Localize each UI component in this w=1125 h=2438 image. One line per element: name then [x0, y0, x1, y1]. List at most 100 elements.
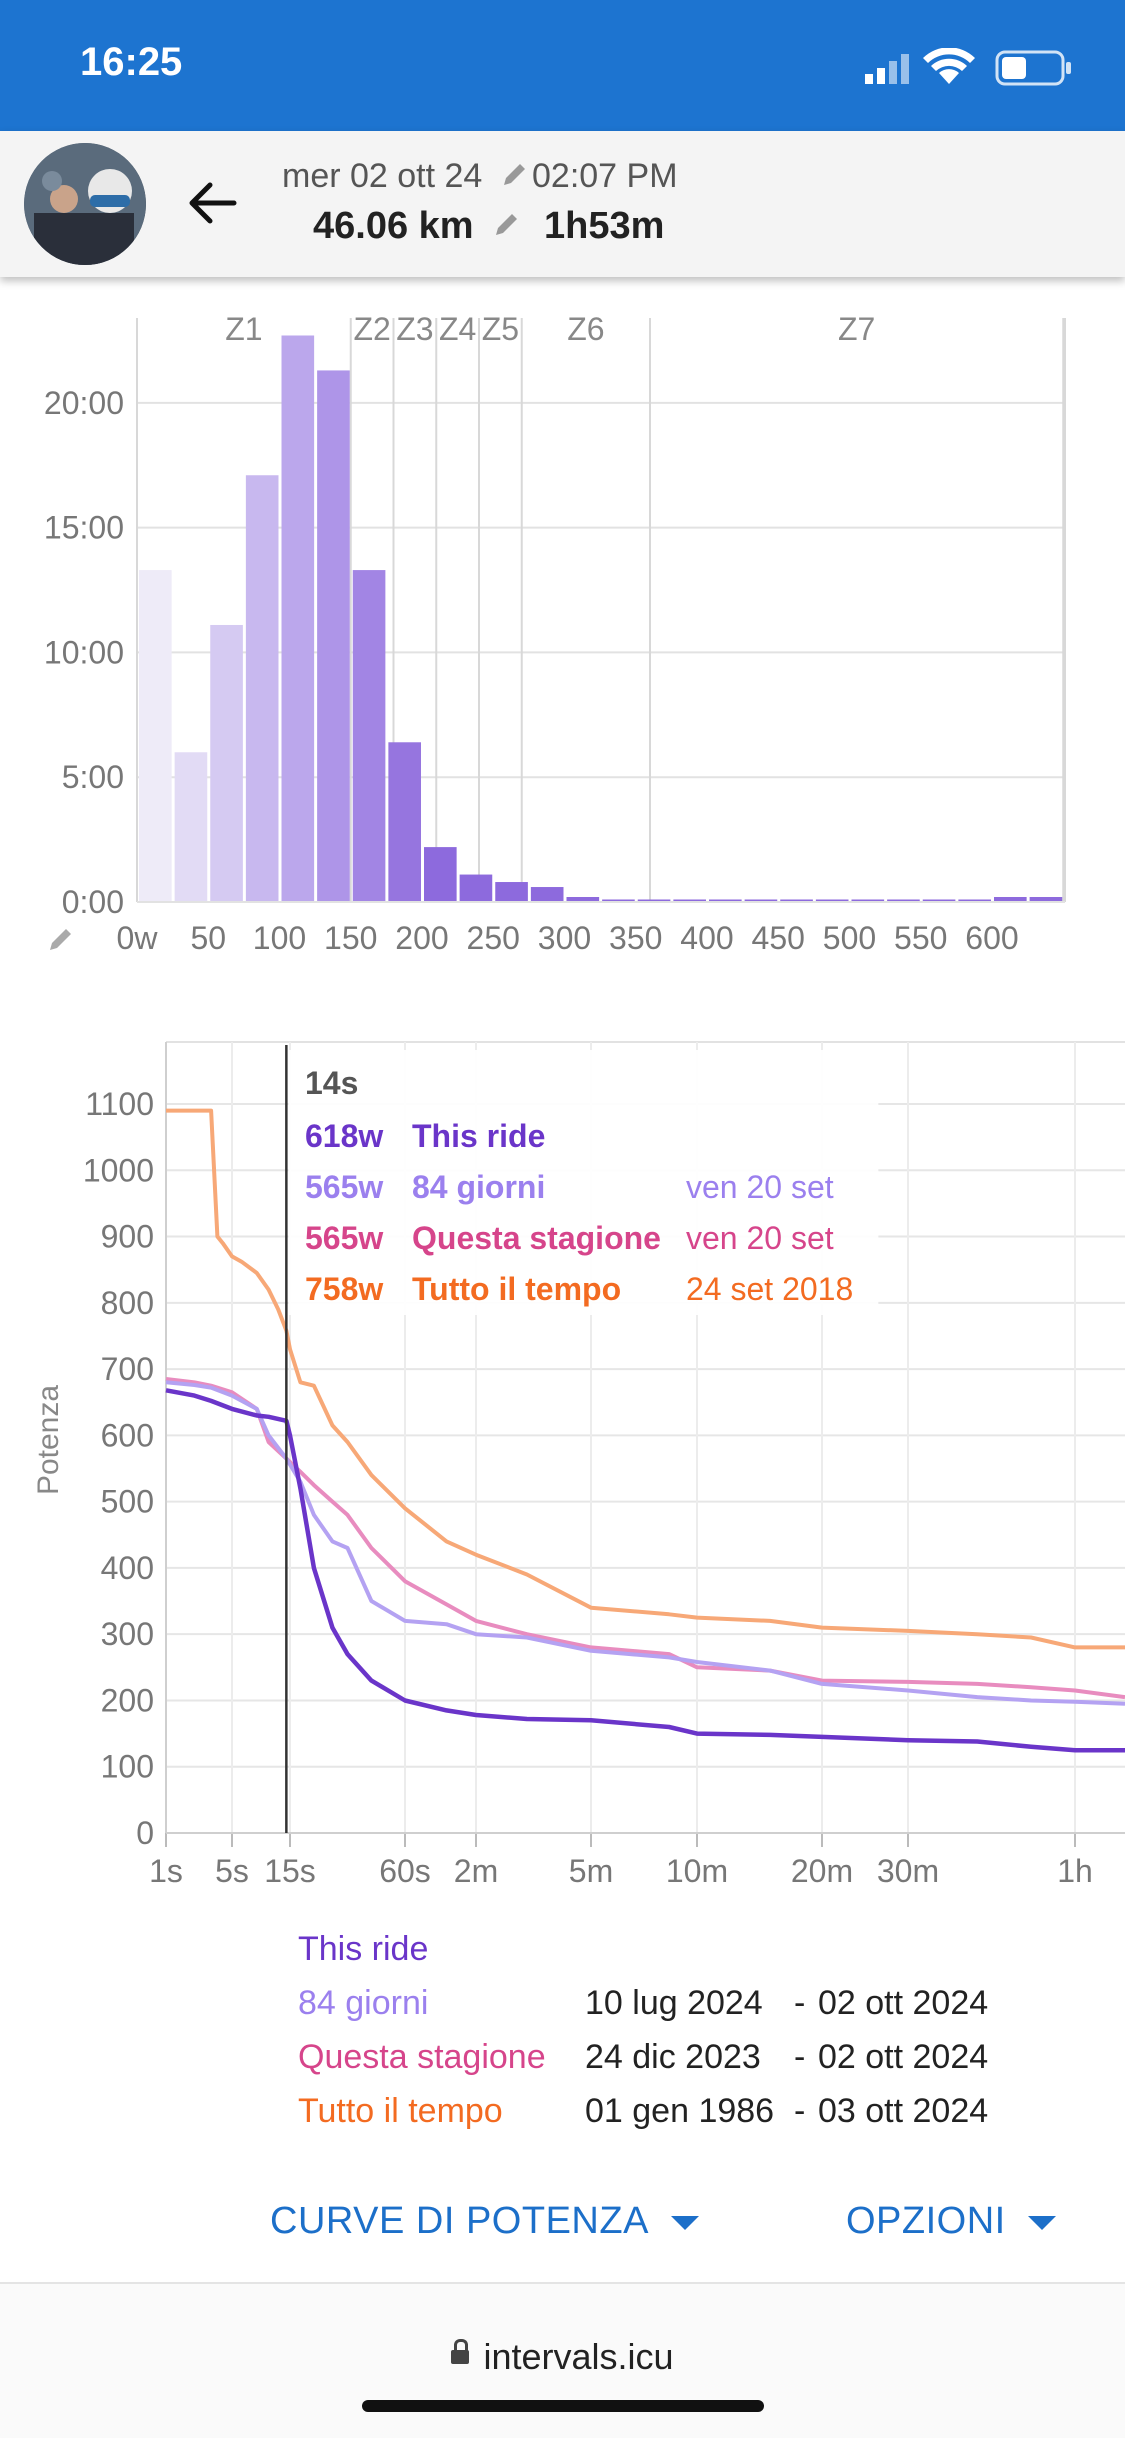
ride-duration[interactable]: 1h53m	[544, 205, 665, 247]
zone-label: Z3	[396, 311, 433, 347]
x-tick-label: 5s	[215, 1853, 249, 1889]
legend-row-season[interactable]: Questa stagione 24 dic 2023 - 02 ott 202…	[298, 2038, 1058, 2086]
histogram-bar	[994, 897, 1027, 902]
ride-header: mer 02 ott 24 02:07 PM 46.06 km 1h53m	[0, 131, 1125, 277]
wifi-icon	[923, 48, 975, 84]
histogram-bar	[958, 899, 991, 902]
power-curves-label: CURVE DI POTENZA	[270, 2200, 649, 2242]
pencil-icon[interactable]	[46, 924, 76, 954]
y-tick-label: 0:00	[62, 884, 124, 920]
x-tick-label: 30m	[877, 1853, 939, 1889]
battery-icon	[995, 50, 1071, 86]
legend-date-from: 10 lug 2024	[585, 1984, 763, 2022]
legend-row-this-ride[interactable]: This ride	[298, 1930, 1058, 1978]
histogram-bar	[851, 899, 885, 902]
hover-tooltip: 14s 618w This ride 565w 84 giorni ven 20 set 5…	[288, 1050, 879, 1315]
x-tick-label: 550	[894, 920, 947, 956]
status-icons	[865, 48, 1071, 86]
legend-date-to: 02 ott 2024	[818, 2038, 989, 2076]
zone-label: Z2	[353, 311, 390, 347]
tooltip-label: 84 giorni	[412, 1169, 545, 1205]
signal-icon	[865, 54, 909, 84]
x-tick-label: 10m	[666, 1853, 728, 1889]
power-curves-menu-button[interactable]: CURVE DI POTENZA	[270, 2200, 699, 2243]
histogram-bar	[174, 752, 208, 902]
x-tick-label: 500	[823, 920, 876, 956]
histogram-bar	[352, 570, 386, 902]
y-tick-label: 900	[101, 1219, 154, 1255]
x-tick-label: 250	[467, 920, 520, 956]
url-display[interactable]: intervals.icu	[0, 2336, 1125, 2378]
zone-label: Z5	[482, 311, 519, 347]
x-tick-label: 50	[190, 920, 226, 956]
back-button[interactable]	[180, 171, 244, 235]
histogram-bar	[210, 624, 243, 902]
ride-time[interactable]: 02:07 PM	[532, 157, 678, 195]
tooltip-label: This ride	[412, 1118, 545, 1154]
legend-name: 84 giorni	[298, 1984, 429, 2022]
legend-row-all-time[interactable]: Tutto il tempo 01 gen 1986 - 03 ott 2024	[298, 2092, 1058, 2140]
histogram-bar	[709, 899, 742, 902]
ride-distance[interactable]: 46.06 km	[313, 205, 474, 247]
url-text: intervals.icu	[483, 2336, 674, 2377]
x-tick-label: 5m	[569, 1853, 613, 1889]
status-bar: 16:25	[0, 0, 1125, 131]
zone-label: Z7	[838, 311, 875, 347]
histogram-bar	[495, 882, 528, 902]
x-tick-label: 350	[609, 920, 662, 956]
histogram-bar	[637, 899, 671, 902]
tooltip-date: ven 20 set	[686, 1220, 834, 1256]
y-tick-label: 0	[136, 1815, 154, 1851]
histogram-bar	[281, 335, 315, 903]
x-tick-label: 20m	[791, 1853, 853, 1889]
home-indicator[interactable]	[362, 2400, 764, 2412]
tooltip-duration: 14s	[305, 1065, 358, 1101]
histogram-bar	[1029, 897, 1063, 902]
y-tick-label: 500	[101, 1484, 154, 1520]
x-tick-label: 60s	[379, 1853, 431, 1889]
legend-date-to: 02 ott 2024	[818, 1984, 989, 2022]
avatar-image	[24, 143, 146, 265]
power-histogram-chart: 0:00 5:00 10:00 15:00 20:00 Z1 Z2 Z3 Z4 Z5 Z6 Z7 0w 5…	[44, 311, 1066, 956]
pencil-icon[interactable]	[500, 161, 528, 189]
y-tick-label: 700	[101, 1351, 154, 1387]
browser-url-bar[interactable]: intervals.icu	[0, 2282, 1125, 2438]
x-tick-label: 1s	[149, 1853, 183, 1889]
y-axis-title: Potenza	[32, 1385, 65, 1495]
y-tick-label: 100	[101, 1749, 154, 1785]
options-label: OPZIONI	[846, 2200, 1006, 2242]
options-menu-button[interactable]: OPZIONI	[846, 2200, 1056, 2243]
x-tick-label: 1h	[1057, 1853, 1093, 1889]
avatar[interactable]	[24, 143, 146, 265]
histogram-bar	[922, 899, 956, 902]
zone-label: Z4	[439, 311, 476, 347]
histogram-bar	[424, 847, 457, 902]
series-line-alltime	[166, 1108, 1125, 1650]
tooltip-value: 618w	[305, 1118, 383, 1154]
tooltip-label: Questa stagione	[412, 1220, 661, 1256]
tooltip-value: 565w	[305, 1169, 383, 1205]
legend-row-84-days[interactable]: 84 giorni 10 lug 2024 - 02 ott 2024	[298, 1984, 1058, 2032]
ride-date[interactable]: mer 02 ott 24	[282, 157, 483, 195]
arrow-left-icon	[189, 182, 237, 224]
y-tick-label: 20:00	[44, 385, 124, 421]
histogram-bar	[317, 370, 350, 902]
histogram-bar	[780, 899, 813, 902]
pencil-icon[interactable]	[492, 211, 520, 239]
caret-down-icon	[670, 2215, 699, 2230]
histogram-bar	[530, 887, 564, 902]
histogram-bar	[602, 899, 635, 902]
y-tick-label: 5:00	[62, 759, 124, 795]
series-line-this-ride	[165, 1388, 1125, 1753]
zone-label: Z6	[567, 311, 604, 347]
series-line-days84	[165, 1380, 1125, 1706]
legend-name: Questa stagione	[298, 2038, 546, 2076]
legend-dash: -	[794, 1984, 806, 2022]
x-tick-label: 400	[680, 920, 733, 956]
histogram-bar	[673, 899, 706, 902]
y-tick-label: 1100	[85, 1086, 154, 1122]
legend-date-from: 24 dic 2023	[585, 2038, 761, 2076]
y-tick-label: 200	[101, 1682, 154, 1718]
zone-label: Z1	[225, 311, 262, 347]
x-tick-label: 100	[253, 920, 306, 956]
